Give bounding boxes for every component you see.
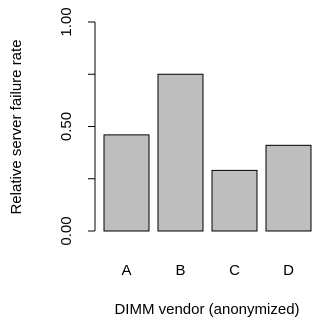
bar-c — [211, 169, 258, 232]
y-tick-label: 1.00 — [58, 7, 75, 36]
y-axis: 0.00 0.50 1.00 — [58, 7, 96, 246]
x-axis-label: DIMM vendor (anonymized) — [114, 301, 299, 318]
x-tick-label: B — [175, 262, 185, 279]
bar-a — [103, 134, 150, 232]
y-axis-label: Relative server failure rate — [8, 39, 25, 214]
y-tick-label: 0.00 — [58, 216, 75, 245]
bar-b — [157, 73, 204, 232]
x-tick-label: D — [283, 262, 294, 279]
bars — [103, 73, 312, 232]
x-tick-label: A — [121, 262, 131, 279]
x-tick-label: C — [229, 262, 240, 279]
x-tick-labels: A B C D — [121, 262, 294, 279]
bar-d — [265, 144, 312, 232]
y-tick-label: 0.50 — [58, 112, 75, 141]
